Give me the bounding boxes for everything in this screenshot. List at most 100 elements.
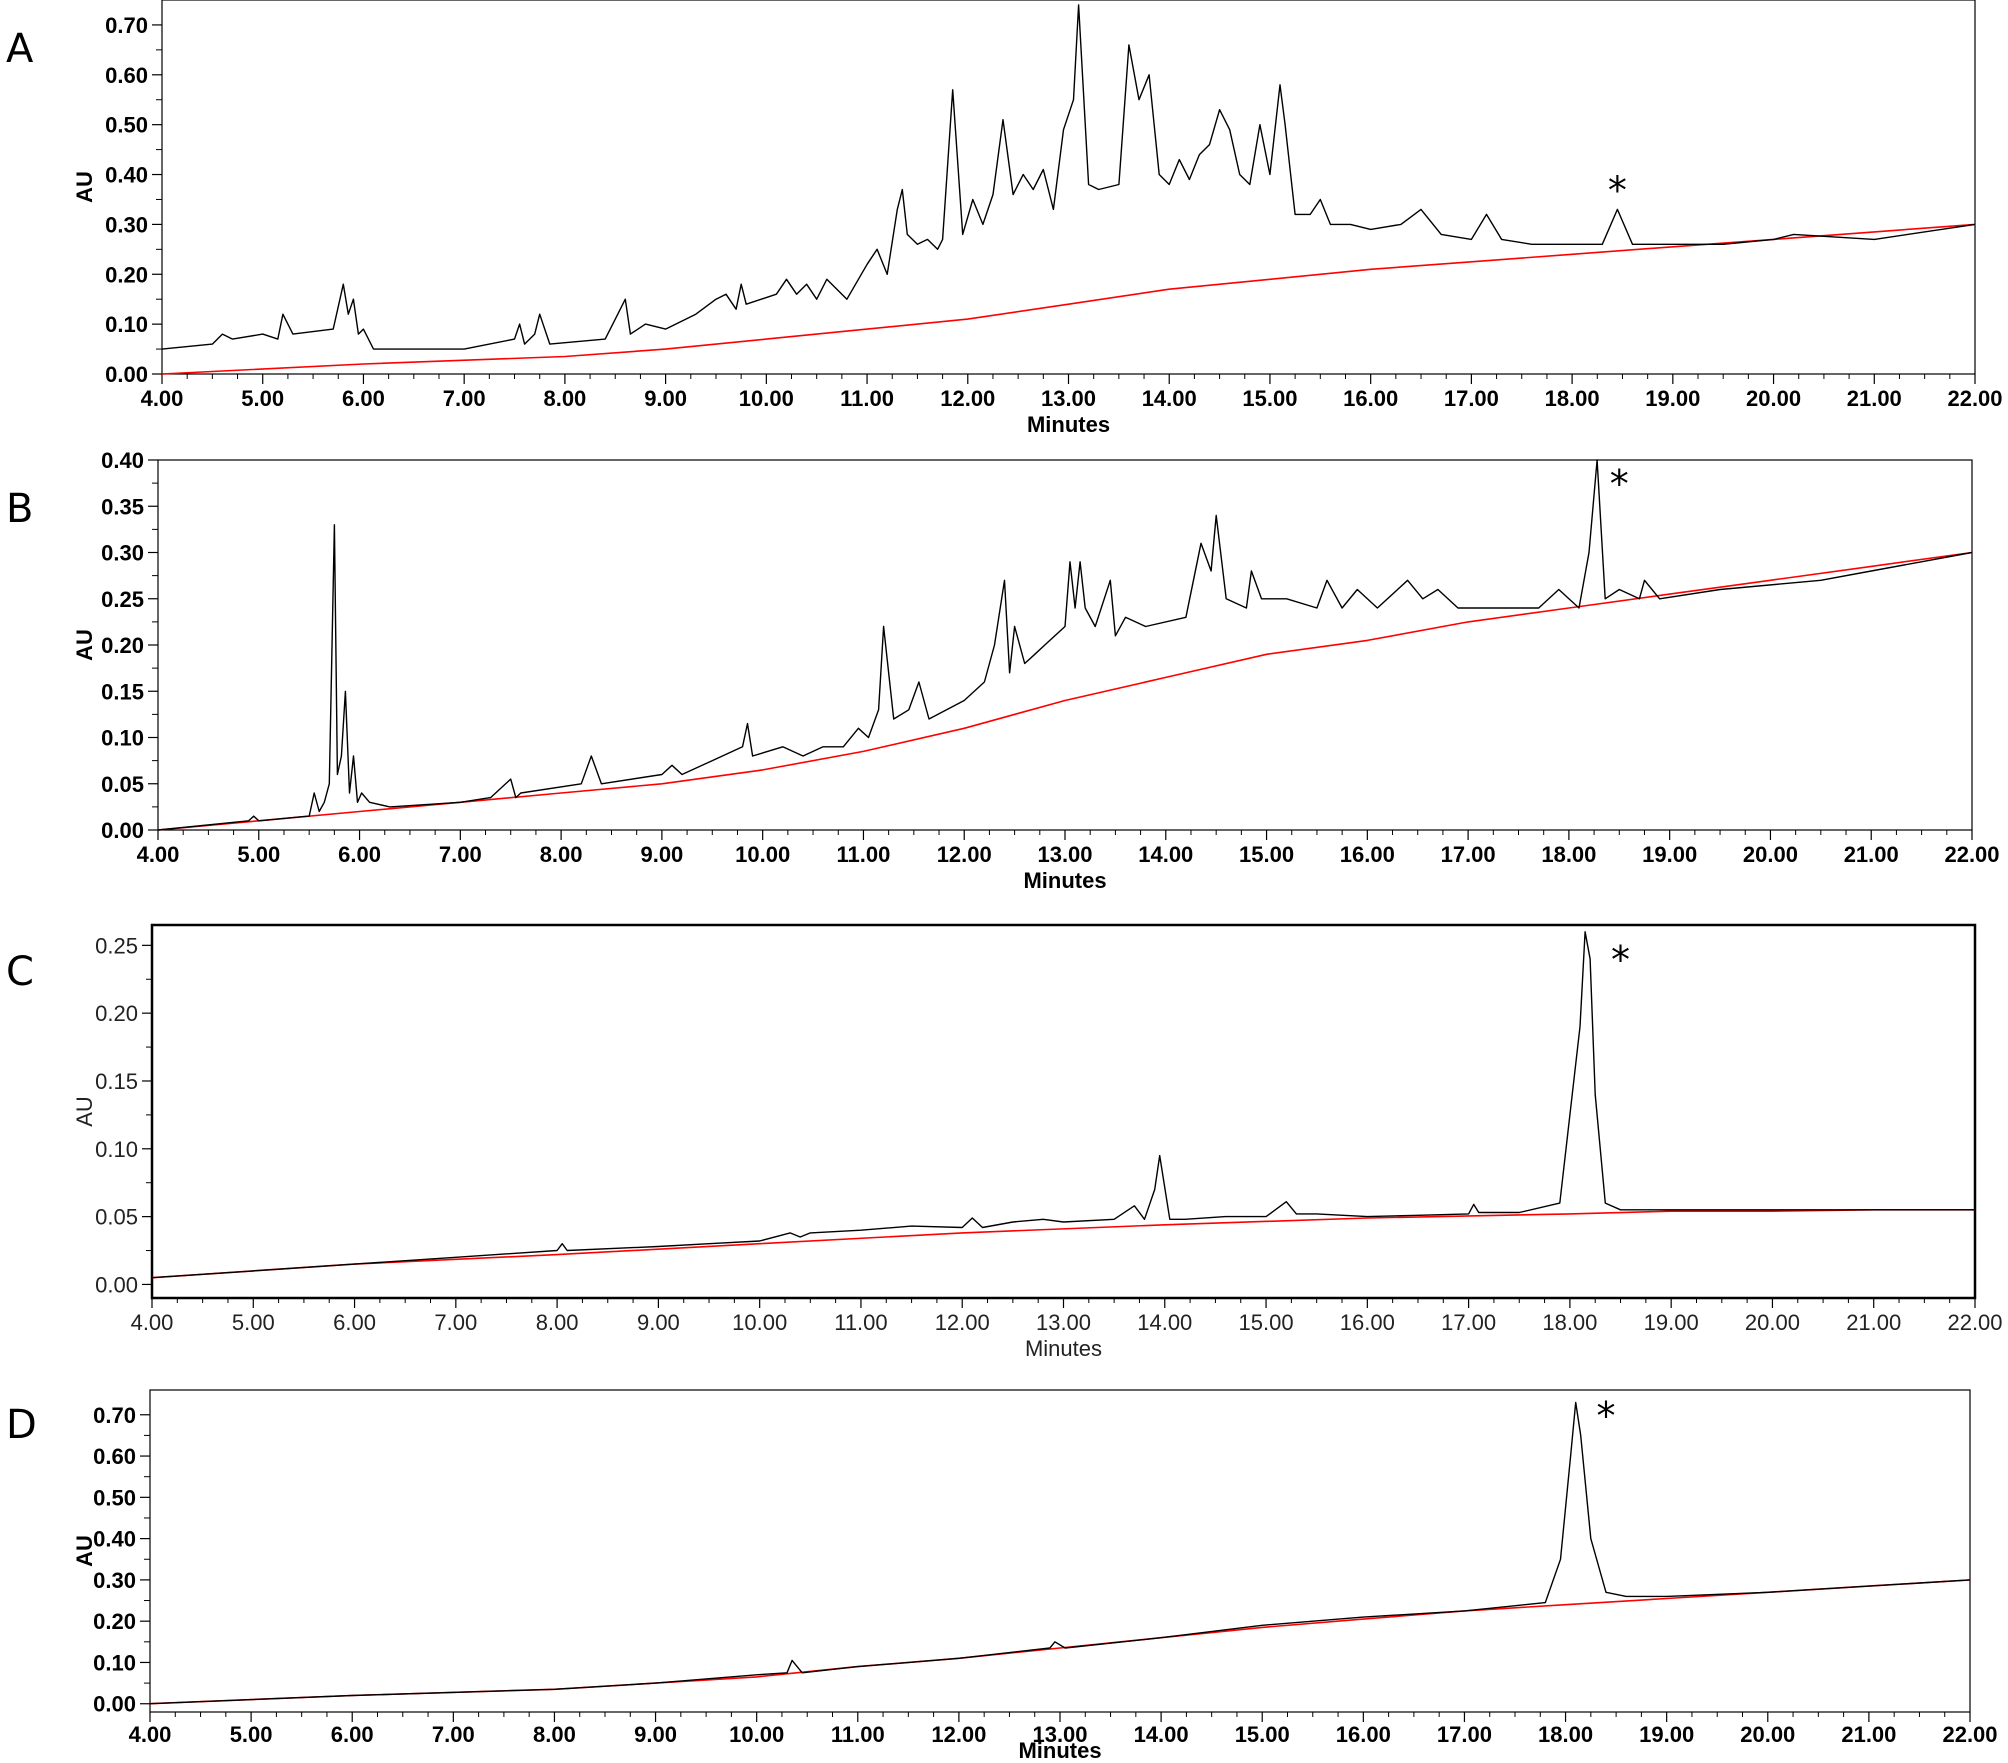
y-tick-label: 0.30 — [105, 212, 148, 237]
y-axis-title: AU — [72, 629, 97, 661]
y-tick-label: 0.15 — [101, 679, 144, 704]
chromatogram-series-line — [161, 4, 1976, 350]
x-tick-label: 12.00 — [937, 842, 992, 867]
x-tick-label: 9.00 — [640, 842, 683, 867]
y-tick-label: 0.10 — [95, 1137, 138, 1162]
x-tick-label: 16.00 — [1336, 1722, 1391, 1747]
x-tick-label: 7.00 — [443, 386, 486, 411]
x-tick-label: 13.00 — [1037, 842, 1092, 867]
x-tick-label: 9.00 — [644, 386, 687, 411]
chromatogram-series-line — [151, 931, 1975, 1279]
x-tick-label: 6.00 — [331, 1722, 374, 1747]
y-tick-label: 0.20 — [101, 633, 144, 658]
x-axis-title: Minutes — [1025, 1336, 1102, 1361]
y-tick-label: 0.60 — [105, 63, 148, 88]
x-tick-label: 4.00 — [129, 1722, 172, 1747]
y-tick-label: 0.25 — [101, 587, 144, 612]
x-tick-label: 10.00 — [735, 842, 790, 867]
panel-a: A 0.00 0.10 0.20 0.30 0.40 0.50 0.60 0.70 4.00 5.0… — [6, 0, 2003, 437]
x-tick-label: 7.00 — [439, 842, 482, 867]
x-tick-label: 8.00 — [543, 386, 586, 411]
x-tick-label: 12.00 — [940, 386, 995, 411]
y-tick-label: 0.10 — [93, 1650, 136, 1675]
x-tick-label: 15.00 — [1242, 386, 1297, 411]
y-tick-label: 0.05 — [101, 772, 144, 797]
x-tick-label: 21.00 — [1846, 1310, 1901, 1335]
x-tick-label: 4.00 — [137, 842, 180, 867]
x-tick-label: 17.00 — [1444, 386, 1499, 411]
x-tick-label: 9.00 — [637, 1310, 680, 1335]
x-axis-title: Minutes — [1027, 412, 1110, 437]
y-tick-label: 0.10 — [101, 726, 144, 751]
y-tick-label: 0.00 — [93, 1692, 136, 1717]
y-tick-label: 0.50 — [93, 1485, 136, 1510]
y-tick-label: 0.70 — [105, 13, 148, 38]
y-tick-label: 0.15 — [95, 1069, 138, 1094]
x-tick-label: 20.00 — [1746, 386, 1801, 411]
x-tick-label: 16.00 — [1340, 842, 1395, 867]
y-axis-title: AU — [72, 1096, 97, 1127]
y-tick-label: 0.40 — [101, 448, 144, 473]
x-tick-label: 20.00 — [1743, 842, 1798, 867]
x-tick-label: 5.00 — [241, 386, 284, 411]
panel-letter: C — [6, 949, 34, 995]
y-tick-label: 0.40 — [105, 163, 148, 188]
x-tick-label: 17.00 — [1441, 1310, 1496, 1335]
x-tick-label: 11.00 — [837, 842, 891, 867]
x-tick-label: 8.00 — [533, 1722, 576, 1747]
x-tick-label: 5.00 — [237, 842, 280, 867]
x-tick-label: 18.00 — [1538, 1722, 1593, 1747]
y-tick-label: 0.50 — [105, 113, 148, 138]
baseline-series-line — [151, 1209, 1975, 1279]
x-tick-label: 19.00 — [1644, 1310, 1699, 1335]
x-tick-label: 12.00 — [935, 1310, 990, 1335]
x-tick-label: 21.00 — [1847, 386, 1902, 411]
x-tick-label: 21.00 — [1844, 842, 1899, 867]
y-tick-label: 0.05 — [95, 1205, 138, 1230]
y-tick-label: 0.00 — [95, 1272, 138, 1297]
x-tick-label: 12.00 — [931, 1722, 986, 1747]
peak-asterisk-annotation: * — [1610, 462, 1629, 506]
x-tick-label: 17.00 — [1441, 842, 1496, 867]
x-tick-label: 11.00 — [840, 386, 894, 411]
x-tick-label: 6.00 — [342, 386, 385, 411]
x-tick-label: 22.00 — [1947, 1310, 2002, 1335]
x-tick-label: 10.00 — [732, 1310, 787, 1335]
y-axis-title: AU — [72, 1535, 97, 1567]
x-tick-label: 20.00 — [1740, 1722, 1795, 1747]
x-tick-label: 5.00 — [232, 1310, 275, 1335]
x-tick-label: 6.00 — [338, 842, 381, 867]
x-tick-label: 11.00 — [831, 1722, 885, 1747]
x-tick-label: 14.00 — [1134, 1722, 1189, 1747]
y-tick-label: 0.30 — [93, 1568, 136, 1593]
x-tick-label: 14.00 — [1138, 842, 1193, 867]
x-tick-label: 16.00 — [1340, 1310, 1395, 1335]
y-tick-label: 0.40 — [93, 1527, 136, 1552]
y-tick-label: 0.20 — [95, 1001, 138, 1026]
x-tick-label: 4.00 — [141, 386, 184, 411]
x-tick-label: 14.00 — [1142, 386, 1197, 411]
panel-c: C 0.00 0.05 0.10 0.15 0.20 0.25 4.00 5.00 6.00 7.0… — [6, 923, 2003, 1361]
x-tick-label: 13.00 — [1041, 386, 1096, 411]
x-tick-label: 7.00 — [434, 1310, 477, 1335]
x-tick-label: 22.00 — [1947, 386, 2002, 411]
x-tick-label: 21.00 — [1841, 1722, 1896, 1747]
panel-letter: A — [6, 26, 34, 72]
peak-asterisk-annotation: * — [1597, 1394, 1616, 1438]
peak-asterisk-annotation: * — [1608, 168, 1627, 212]
chromatogram-series-line — [149, 1401, 1971, 1705]
panel-b: B 0.00 0.05 0.10 0.15 0.20 0.25 0.30 0.35 0.40 4.0… — [6, 448, 2000, 893]
x-tick-label: 22.00 — [1942, 1722, 1997, 1747]
x-tick-label: 15.00 — [1239, 842, 1294, 867]
panel-letter: D — [6, 1402, 37, 1448]
x-tick-label: 13.00 — [1036, 1310, 1091, 1335]
x-tick-label: 17.00 — [1437, 1722, 1492, 1747]
x-tick-label: 19.00 — [1642, 842, 1697, 867]
x-tick-label: 19.00 — [1639, 1722, 1694, 1747]
x-tick-label: 7.00 — [432, 1722, 475, 1747]
x-tick-label: 16.00 — [1343, 386, 1398, 411]
y-axis-title: AU — [72, 171, 97, 203]
x-tick-label: 19.00 — [1645, 386, 1700, 411]
